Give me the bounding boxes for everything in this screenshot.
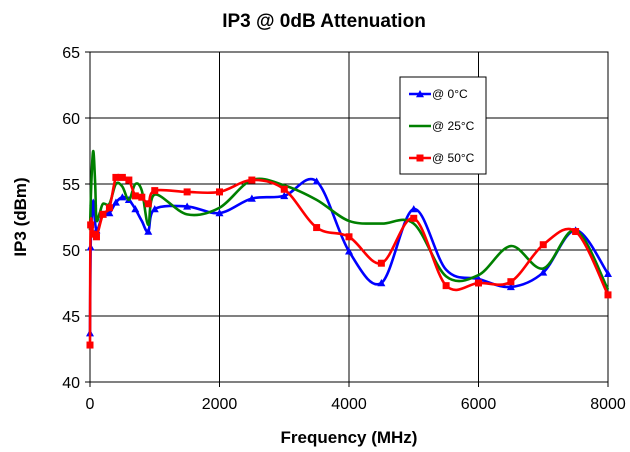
series-50c-marker	[99, 210, 107, 218]
series-50c-marker	[507, 278, 515, 286]
series-0c-marker	[409, 205, 418, 213]
series-50c-marker	[138, 193, 146, 201]
series-50c-marker	[539, 241, 547, 249]
x-tick-label: 4000	[331, 396, 367, 413]
y-tick-label: 40	[62, 375, 80, 392]
legend-label: @ 50°C	[432, 151, 475, 165]
gridlines	[90, 52, 608, 382]
series-0c-marker	[215, 209, 224, 217]
series-0c-marker	[144, 227, 153, 235]
legend-marker	[416, 154, 424, 162]
series-50c-marker	[86, 341, 94, 349]
series-50c-marker	[183, 188, 191, 196]
series-50c-marker	[112, 173, 120, 181]
series-50c-marker	[377, 259, 385, 267]
y-axis-label: IP3 (dBm)	[11, 177, 30, 256]
y-tick-label: 55	[62, 177, 80, 194]
series-50c-marker	[92, 233, 100, 241]
x-axis-label: Frequency (MHz)	[281, 428, 418, 447]
series-50c-marker	[125, 176, 133, 184]
legend-item: @ 50°C	[409, 151, 475, 165]
y-tick-label: 65	[62, 45, 80, 62]
y-tick-label: 45	[62, 309, 80, 326]
series-50c-marker	[151, 187, 159, 195]
chart-title: IP3 @ 0dB Attenuation	[222, 11, 426, 32]
series-50c-marker	[280, 185, 288, 193]
legend-label: @ 0°C	[432, 87, 468, 101]
series-0c-marker	[183, 202, 192, 210]
x-tick-label: 0	[86, 396, 95, 413]
series-50c-marker	[118, 173, 126, 181]
series-0c-marker	[312, 177, 321, 185]
y-tick-label: 50	[62, 243, 80, 260]
y-axis-ticks: 40 45 50 55 60 65	[62, 45, 90, 392]
y-tick-label: 60	[62, 111, 80, 128]
series-50c-marker	[313, 224, 321, 232]
series-0c-marker	[150, 205, 159, 213]
series-50c-marker	[410, 214, 418, 222]
series-50c-marker	[216, 188, 223, 196]
series-50c-marker	[572, 228, 580, 236]
series-50c-marker	[131, 192, 139, 200]
series-50c-marker	[87, 221, 95, 229]
series-0c-marker	[131, 205, 140, 213]
series-0c-marker	[247, 194, 256, 202]
x-tick-label: 8000	[590, 396, 626, 413]
series-50c	[86, 173, 612, 349]
x-tick-label: 2000	[202, 396, 238, 413]
series-layer	[86, 149, 612, 349]
x-axis-ticks: 0 2000 4000 6000 8000	[86, 382, 626, 413]
series-50c-marker	[345, 233, 353, 241]
series-0c-marker	[377, 279, 386, 287]
series-50c-marker	[475, 279, 482, 287]
series-0c-marker	[345, 247, 353, 255]
series-0c-marker	[118, 193, 127, 201]
series-25c	[88, 149, 610, 291]
series-50c-marker	[248, 176, 256, 184]
legend-marker	[416, 90, 424, 98]
legend-item: @ 25°C	[409, 119, 475, 133]
series-50c-marker	[144, 200, 152, 208]
x-tick-label: 6000	[461, 396, 497, 413]
series-50c-marker	[604, 291, 612, 299]
series-50c-marker	[442, 282, 450, 290]
legend: @ 0°C @ 25°C @ 50°C	[399, 76, 487, 175]
series-0c-marker	[604, 269, 612, 277]
series-0c-marker	[111, 198, 120, 206]
series-25c-line	[88, 149, 610, 291]
series-0c-marker	[105, 209, 114, 217]
legend-item: @ 0°C	[409, 87, 468, 101]
series-0c-marker	[506, 282, 515, 291]
series-0c-marker	[280, 191, 289, 200]
legend-label: @ 25°C	[432, 119, 475, 133]
series-0c-marker	[539, 268, 548, 276]
series-50c-marker	[105, 204, 113, 212]
